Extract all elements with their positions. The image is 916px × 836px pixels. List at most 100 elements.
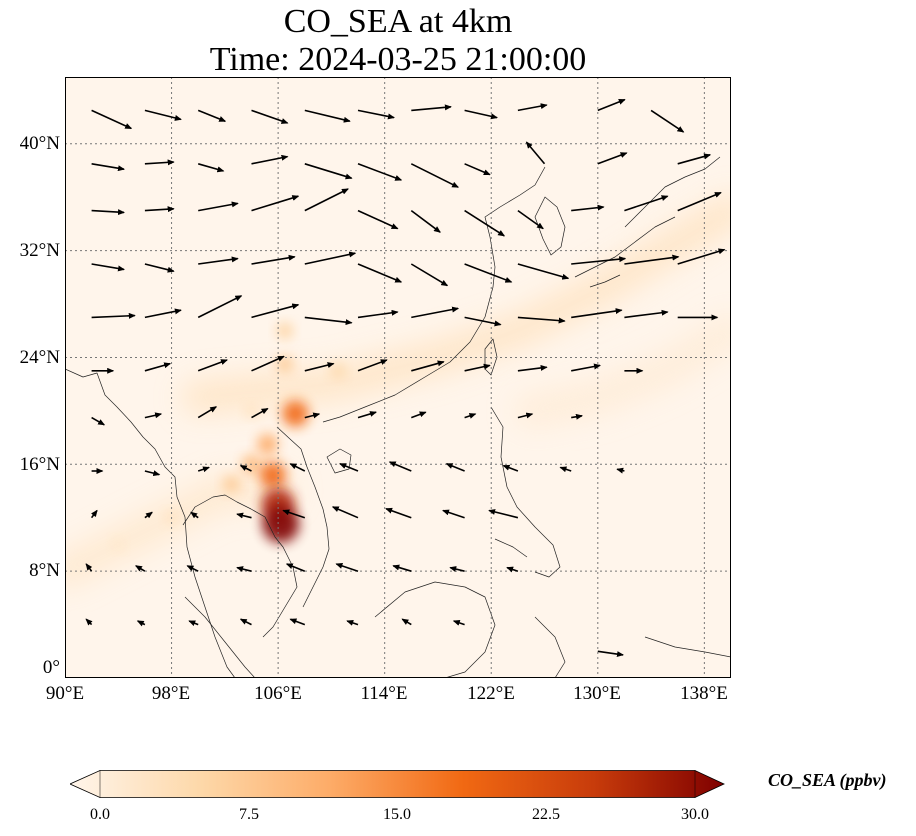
wind-arrow-8 [517, 103, 548, 112]
lat-tick-24n: 24°N [19, 347, 60, 368]
wind-arrow-32 [624, 195, 669, 212]
co-concentration-bands [65, 193, 731, 589]
wind-arrow-71 [197, 406, 218, 419]
wind-arrow-98 [488, 509, 519, 519]
map-title: CO_SEA at 4km [283, 3, 513, 40]
map-subtitle-time: Time: 2024-03-25 21:00:00 [209, 41, 587, 78]
wind-arrow-12 [144, 159, 175, 166]
wind-arrow-115 [452, 620, 465, 626]
wind-arrow-95 [331, 506, 359, 519]
co-band-2 [65, 474, 296, 589]
wind-arrow-85 [388, 461, 412, 472]
wind-arrow-104 [335, 563, 359, 572]
wind-arrow-26 [304, 188, 349, 212]
coastline-vietnam [276, 426, 330, 608]
wind-arrow-74 [357, 411, 377, 419]
wind-arrow-110 [188, 620, 199, 627]
co-band-1 [514, 313, 731, 428]
wind-arrow-83 [289, 463, 306, 472]
wind-arrow-90 [90, 509, 98, 519]
wind-arrow-9 [597, 98, 626, 112]
lon-tick-114e: 114°E [360, 683, 408, 704]
coastline-indochina [182, 494, 298, 638]
co-hotspot-12 [262, 505, 300, 543]
wind-vectors [85, 98, 726, 658]
coastline-south-china [322, 166, 546, 423]
wind-arrow-16 [357, 163, 403, 181]
wind-arrow-28 [410, 209, 441, 233]
wind-arrow-20 [597, 152, 628, 165]
wind-arrow-37 [251, 254, 296, 265]
wind-arrow-60 [197, 359, 228, 372]
wind-arrow-44 [624, 254, 680, 265]
wind-arrow-113 [346, 620, 359, 626]
wind-arrow-97 [442, 509, 465, 519]
wind-arrow-89 [616, 467, 625, 474]
colorbar-tick-0: 0.0 [90, 806, 110, 823]
wind-arrow-1 [144, 109, 182, 121]
lat-tick-40n: 40°N [19, 133, 60, 154]
wind-arrow-33 [677, 191, 722, 212]
wind-arrow-35 [144, 263, 175, 273]
coastline-philippines [490, 406, 561, 578]
lon-tick-98e: 98°E [151, 683, 191, 704]
wind-arrow-75 [411, 411, 427, 419]
lat-tick-16n: 16°N [19, 454, 60, 475]
wind-arrow-25 [251, 195, 300, 212]
wind-arrow-96 [385, 507, 412, 519]
wind-arrow-5 [357, 109, 395, 120]
lat-tick-0: 0° [42, 657, 60, 678]
wind-arrow-100 [135, 565, 146, 572]
wind-arrow-103 [285, 563, 306, 572]
wind-arrow-53 [464, 316, 502, 327]
wind-arrow-56 [624, 309, 669, 319]
wind-arrow-29 [464, 209, 506, 237]
wind-arrow-43 [571, 256, 627, 265]
colorbar [70, 770, 725, 798]
wind-arrow-69 [91, 416, 106, 426]
co-hotspot-4 [276, 322, 293, 339]
wind-arrow-3 [251, 109, 289, 124]
lon-tick-130e: 130°E [573, 683, 621, 704]
wind-arrow-22 [91, 209, 125, 216]
wind-arrow-106 [449, 566, 465, 572]
coastlines [65, 156, 731, 678]
wind-arrow-91 [144, 511, 153, 519]
wind-arrow-45 [677, 248, 726, 265]
wind-arrow-63 [357, 359, 388, 372]
wind-arrow-48 [197, 295, 243, 319]
wind-arrow-30 [517, 209, 544, 230]
coastline-japan [574, 156, 721, 288]
co-concentration-field [112, 322, 346, 551]
wind-arrow-31 [571, 204, 605, 212]
wind-arrow-64 [411, 360, 445, 372]
wind-arrow-10 [650, 109, 685, 133]
wind-arrow-51 [357, 309, 399, 319]
lat-tick-8n: 8°N [29, 560, 60, 581]
coastline-mainland [65, 368, 236, 678]
wind-arrow-59 [144, 362, 172, 372]
coastline-hainan [326, 448, 352, 474]
wind-arrow-102 [236, 566, 252, 572]
colorbar-label: CO_SEA (ppbv) [768, 770, 887, 790]
wind-arrow-23 [144, 206, 175, 213]
wind-arrow-107 [506, 566, 519, 573]
colorbar-tick-15: 15.0 [383, 806, 411, 823]
wind-arrow-78 [571, 413, 583, 420]
wind-arrow-116 [597, 650, 624, 658]
map-border [65, 77, 731, 678]
wind-arrow-99 [85, 563, 93, 572]
wind-arrow-87 [502, 464, 519, 472]
wind-arrow-76 [464, 413, 477, 419]
lon-tick-90e: 90°E [45, 683, 85, 704]
colorbar-ramp [70, 770, 725, 798]
wind-arrow-73 [304, 412, 321, 419]
wind-arrow-34 [91, 263, 125, 272]
wind-arrow-7 [464, 109, 498, 120]
wind-arrow-114 [401, 618, 412, 626]
lat-tick-32n: 32°N [19, 240, 60, 261]
wind-arrow-2 [197, 109, 227, 122]
wind-arrow-92 [190, 511, 199, 519]
wind-arrow-80 [144, 470, 161, 477]
colorbar-tick-22-5: 22.5 [532, 806, 560, 823]
